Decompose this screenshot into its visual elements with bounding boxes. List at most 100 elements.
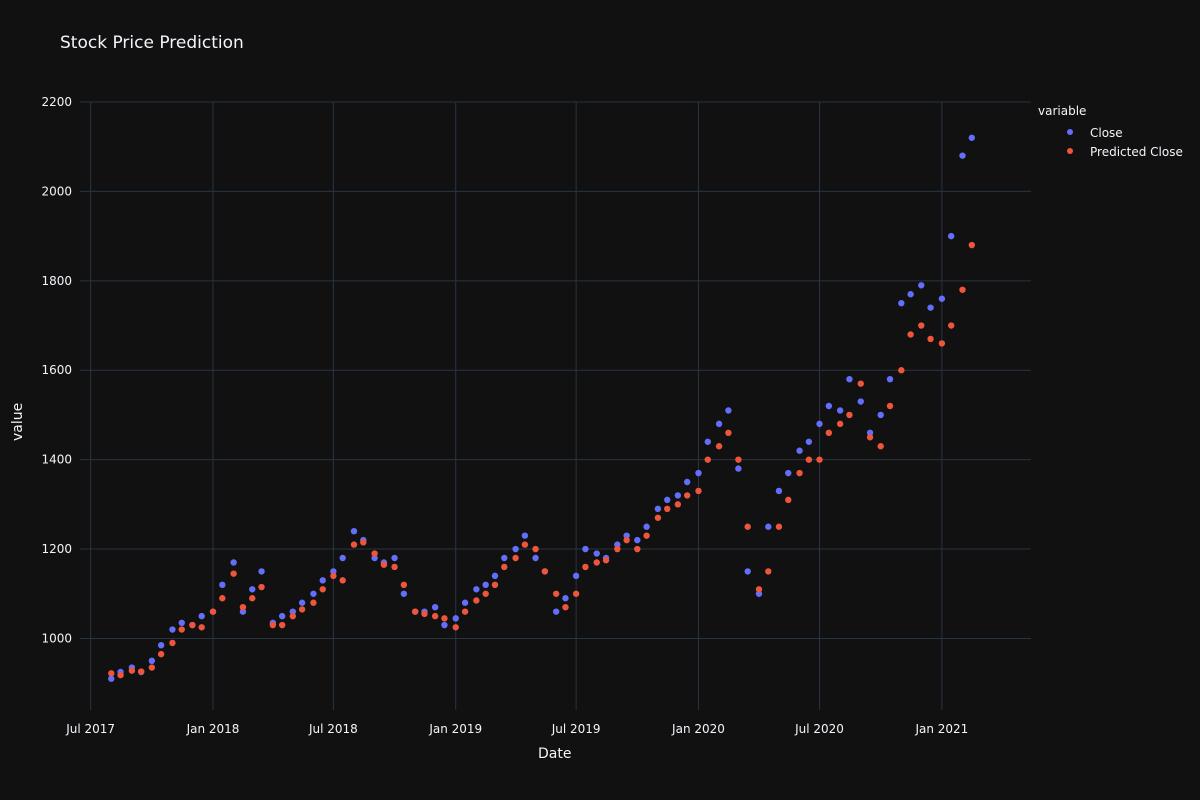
data-point-predicted-close[interactable] <box>219 595 226 602</box>
data-point-close[interactable] <box>674 492 682 499</box>
data-point-close[interactable] <box>755 590 763 597</box>
data-point-predicted-close[interactable] <box>674 501 682 508</box>
data-point-predicted-close[interactable] <box>108 670 115 677</box>
data-point-close[interactable] <box>898 299 905 307</box>
data-point-close[interactable] <box>886 375 894 383</box>
data-point-predicted-close[interactable] <box>725 429 732 437</box>
data-point-close[interactable] <box>857 398 864 405</box>
data-point-predicted-close[interactable] <box>825 429 833 437</box>
data-point-close[interactable] <box>683 478 691 486</box>
data-point-predicted-close[interactable] <box>866 434 874 441</box>
data-point-predicted-close[interactable] <box>178 626 185 633</box>
data-point-close[interactable] <box>441 621 448 629</box>
data-point-close[interactable] <box>735 465 742 472</box>
data-point-predicted-close[interactable] <box>400 581 408 589</box>
data-point-predicted-close[interactable] <box>128 667 136 674</box>
data-point-predicted-close[interactable] <box>614 545 621 553</box>
data-point-predicted-close[interactable] <box>582 563 589 571</box>
data-point-predicted-close[interactable] <box>350 541 358 548</box>
data-point-close[interactable] <box>825 402 833 410</box>
data-point-close[interactable] <box>169 626 176 633</box>
data-point-close[interactable] <box>582 545 589 553</box>
data-point-close[interactable] <box>907 291 914 298</box>
data-point-close[interactable] <box>330 568 337 575</box>
data-point-predicted-close[interactable] <box>816 456 823 463</box>
data-point-close[interactable] <box>562 595 569 602</box>
data-point-predicted-close[interactable] <box>371 550 378 557</box>
data-point-close[interactable] <box>178 619 185 627</box>
data-point-close[interactable] <box>816 420 823 428</box>
data-point-close[interactable] <box>108 675 115 682</box>
data-point-close[interactable] <box>959 152 966 159</box>
data-point-predicted-close[interactable] <box>289 612 297 620</box>
data-point-predicted-close[interactable] <box>755 586 763 593</box>
data-point-predicted-close[interactable] <box>947 322 955 329</box>
data-point-close[interactable] <box>552 608 560 615</box>
data-point-close[interactable] <box>198 612 205 620</box>
data-point-predicted-close[interactable] <box>765 568 772 575</box>
data-point-predicted-close[interactable] <box>623 536 630 544</box>
data-point-predicted-close[interactable] <box>927 335 934 343</box>
data-point-predicted-close[interactable] <box>360 539 367 546</box>
data-point-close[interactable] <box>289 608 297 615</box>
data-point-predicted-close[interactable] <box>836 420 844 428</box>
data-point-close[interactable] <box>491 572 499 580</box>
data-point-close[interactable] <box>805 438 813 445</box>
data-point-predicted-close[interactable] <box>380 561 388 568</box>
data-point-close[interactable] <box>918 282 925 289</box>
data-point-predicted-close[interactable] <box>169 639 176 647</box>
data-point-close[interactable] <box>501 554 508 562</box>
data-point-predicted-close[interactable] <box>886 402 894 410</box>
data-point-predicted-close[interactable] <box>907 331 914 338</box>
data-point-predicted-close[interactable] <box>695 487 702 495</box>
data-point-predicted-close[interactable] <box>521 541 529 548</box>
data-point-predicted-close[interactable] <box>541 568 549 575</box>
data-point-close[interactable] <box>339 554 346 562</box>
data-point-predicted-close[interactable] <box>452 624 459 631</box>
data-point-predicted-close[interactable] <box>552 590 560 597</box>
data-point-close[interactable] <box>664 496 671 504</box>
data-point-close[interactable] <box>643 523 650 530</box>
data-point-close[interactable] <box>715 420 723 428</box>
data-point-predicted-close[interactable] <box>209 608 217 615</box>
data-point-predicted-close[interactable] <box>938 340 946 347</box>
data-point-predicted-close[interactable] <box>157 650 165 658</box>
data-point-predicted-close[interactable] <box>683 492 691 499</box>
data-point-predicted-close[interactable] <box>918 322 925 329</box>
data-point-close[interactable] <box>157 641 165 649</box>
legend-item-predicted-close[interactable]: Predicted Close <box>1038 142 1183 161</box>
data-point-predicted-close[interactable] <box>441 615 448 622</box>
data-point-close[interactable] <box>350 527 358 535</box>
data-point-close[interactable] <box>593 550 600 557</box>
data-point-close[interactable] <box>219 581 226 589</box>
data-point-close[interactable] <box>938 295 946 302</box>
data-point-close[interactable] <box>371 554 378 562</box>
data-point-predicted-close[interactable] <box>968 241 976 249</box>
data-point-close[interactable] <box>877 411 884 419</box>
data-point-close[interactable] <box>310 590 317 597</box>
data-point-predicted-close[interactable] <box>877 443 884 450</box>
data-point-close[interactable] <box>927 304 934 311</box>
data-point-close[interactable] <box>765 523 772 530</box>
data-point-close[interactable] <box>258 568 265 575</box>
data-point-predicted-close[interactable] <box>431 612 439 620</box>
data-point-close[interactable] <box>482 581 489 589</box>
data-point-close[interactable] <box>452 615 459 622</box>
data-point-predicted-close[interactable] <box>258 583 265 591</box>
data-point-predicted-close[interactable] <box>230 570 237 577</box>
data-point-close[interactable] <box>278 612 286 620</box>
data-point-predicted-close[interactable] <box>715 443 723 450</box>
data-point-predicted-close[interactable] <box>411 608 419 615</box>
data-point-close[interactable] <box>744 568 751 575</box>
data-point-predicted-close[interactable] <box>473 597 480 604</box>
data-point-predicted-close[interactable] <box>846 411 853 419</box>
data-point-predicted-close[interactable] <box>562 603 569 611</box>
data-point-predicted-close[interactable] <box>805 456 813 463</box>
data-point-predicted-close[interactable] <box>704 456 711 463</box>
data-point-predicted-close[interactable] <box>269 621 277 629</box>
data-point-close[interactable] <box>298 599 306 606</box>
data-point-close[interactable] <box>654 505 662 513</box>
data-point-predicted-close[interactable] <box>775 523 783 530</box>
data-point-predicted-close[interactable] <box>643 532 650 539</box>
data-point-close[interactable] <box>521 532 529 539</box>
